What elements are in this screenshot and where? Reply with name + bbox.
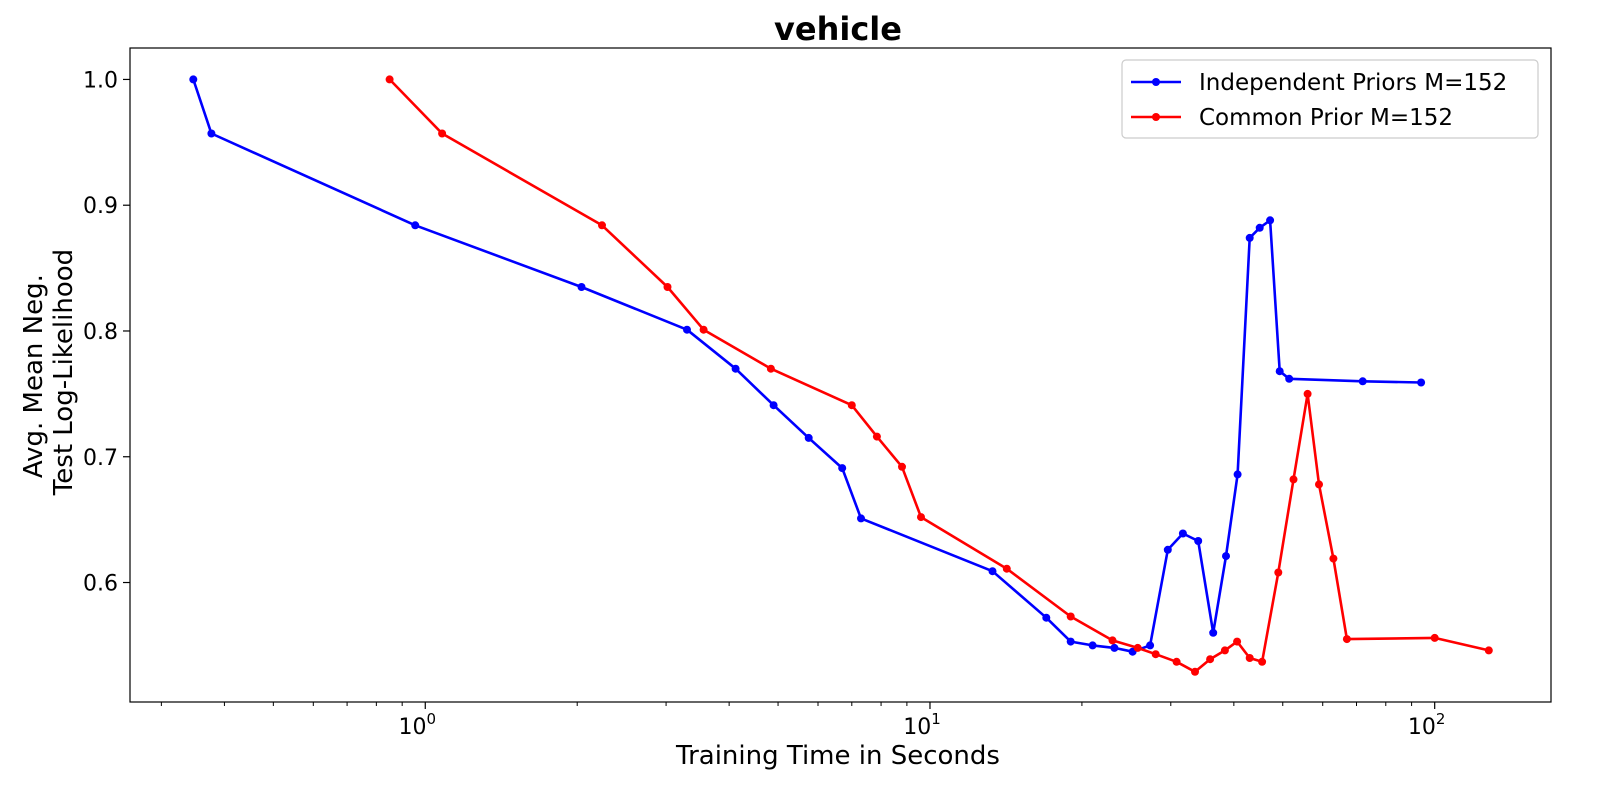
legend-marker-independent <box>1152 78 1160 86</box>
x-tick-label: 101 <box>903 710 941 740</box>
data-point <box>1194 537 1203 545</box>
data-point <box>1417 378 1426 387</box>
data-point <box>1289 475 1298 484</box>
data-point <box>189 75 198 84</box>
data-point <box>1285 374 1294 383</box>
data-point <box>1484 646 1493 655</box>
x-tick-label: 100 <box>398 710 436 740</box>
data-point <box>1220 646 1229 655</box>
legend: Independent Priors M=152 Common Prior M=… <box>1121 59 1539 139</box>
data-point <box>1172 657 1181 666</box>
data-point <box>1108 636 1117 645</box>
legend-label-independent: Independent Priors M=152 <box>1199 70 1507 96</box>
data-point <box>1002 564 1011 573</box>
data-point <box>1042 613 1051 622</box>
data-point <box>411 221 420 230</box>
data-point <box>598 221 606 230</box>
data-point <box>1133 643 1142 652</box>
data-point <box>1163 545 1172 554</box>
plot-frame <box>129 47 1552 703</box>
data-point <box>1151 650 1160 659</box>
axes: 0.6 0.7 0.8 0.9 1.0 100 101 102 <box>83 68 1445 740</box>
data-point <box>663 283 672 291</box>
data-point <box>898 462 906 471</box>
data-point <box>1258 657 1267 666</box>
legend-box <box>1121 59 1539 139</box>
data-point <box>438 129 447 138</box>
legend-label-common: Common Prior M=152 <box>1199 105 1453 131</box>
data-point <box>769 401 778 410</box>
data-point <box>1315 480 1323 489</box>
data-point <box>699 325 708 334</box>
data-point <box>207 129 216 138</box>
series-line <box>388 78 1490 674</box>
x-axis-label: Training Time in Seconds <box>675 741 1000 771</box>
y-axis-label-line-1: Avg. Mean Neg. <box>19 274 49 478</box>
data-point <box>857 514 865 523</box>
data-point <box>1206 655 1215 664</box>
data-point <box>1255 223 1264 232</box>
data-point <box>804 433 813 442</box>
data-point <box>1275 367 1284 376</box>
data-point <box>1342 635 1351 644</box>
data-point <box>1266 216 1275 225</box>
data-point <box>1066 637 1075 646</box>
data-point <box>683 325 691 334</box>
data-point <box>385 75 394 84</box>
data-point <box>1430 633 1439 642</box>
data-point <box>1233 637 1242 646</box>
data-point <box>1329 554 1338 563</box>
y-tick-label: 0.8 <box>83 320 118 345</box>
y-tick-label: 0.6 <box>83 572 118 597</box>
data-point <box>872 432 881 441</box>
data-point <box>1146 641 1155 650</box>
data-point <box>1222 552 1230 561</box>
chart-title: vehicle <box>774 10 902 48</box>
data-point <box>988 567 997 576</box>
data-point <box>731 364 740 373</box>
data-point <box>1066 612 1075 621</box>
data-point <box>917 513 925 522</box>
series-1 <box>385 75 1493 676</box>
y-tick-label: 0.9 <box>83 194 118 219</box>
data-point <box>1088 641 1097 650</box>
data-point <box>838 464 847 473</box>
data-point <box>1358 377 1367 386</box>
data-point <box>1303 389 1312 398</box>
data-point <box>1245 654 1254 662</box>
data-point <box>1209 628 1218 637</box>
series-layer <box>189 75 1493 676</box>
data-point <box>1274 568 1283 577</box>
data-point <box>577 283 586 291</box>
legend-marker-common <box>1152 113 1160 121</box>
y-axis-label: Avg. Mean Neg. Test Log-Likelihood <box>19 249 79 496</box>
series-line <box>192 78 1422 654</box>
data-point <box>1178 529 1187 538</box>
data-point <box>1110 643 1119 652</box>
x-tick-label: 102 <box>1408 710 1446 740</box>
y-axis-label-line-2: Test Log-Likelihood <box>49 249 79 496</box>
data-point <box>766 364 775 373</box>
y-tick-label: 1.0 <box>83 68 118 93</box>
data-point <box>1191 667 1199 676</box>
data-point <box>1233 470 1242 479</box>
series-0 <box>189 75 1426 656</box>
data-point <box>847 401 856 410</box>
y-tick-label: 0.7 <box>83 446 118 471</box>
data-point <box>1245 233 1254 242</box>
